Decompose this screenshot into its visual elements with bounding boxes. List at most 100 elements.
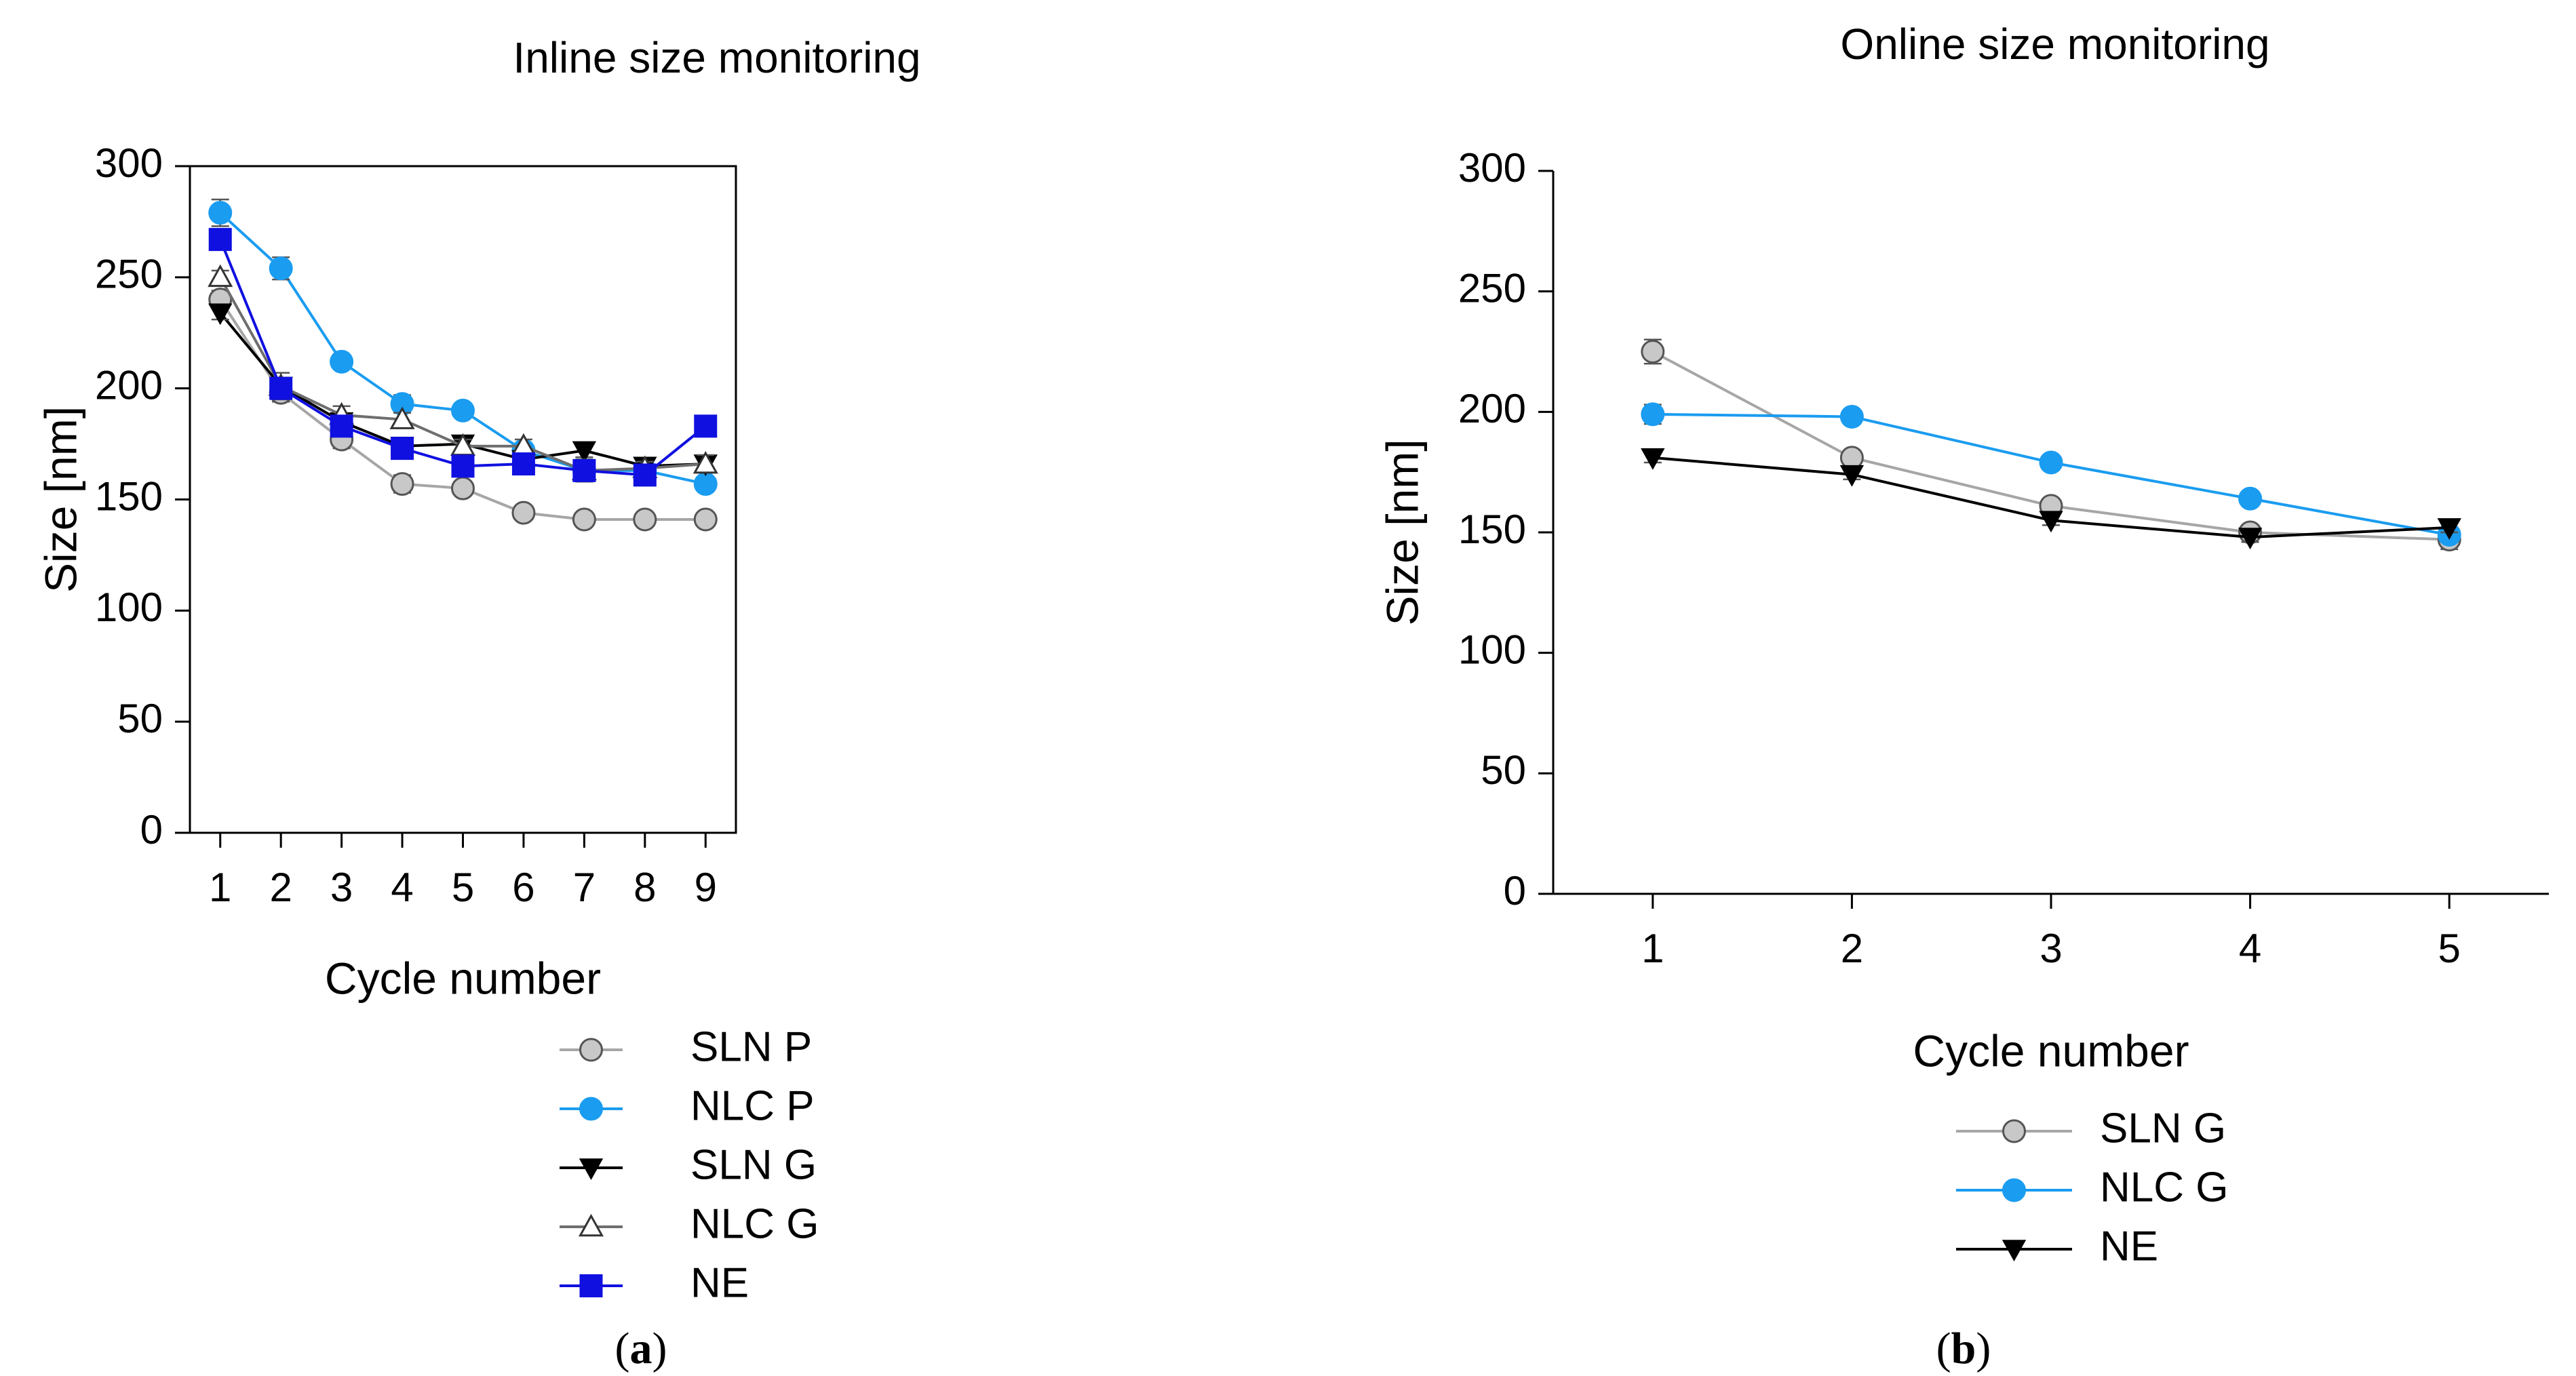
data-point (692, 450, 718, 474)
x-tick-label: 3 (330, 865, 353, 910)
series-nlc-g (208, 264, 718, 483)
y-tick-label: 250 (1458, 266, 1526, 311)
data-point (208, 201, 233, 225)
data-point (1641, 402, 1665, 427)
y-tick-label: 150 (1458, 507, 1526, 552)
panel-label: (a) (615, 1324, 667, 1373)
data-point (693, 472, 718, 496)
data-point (2238, 486, 2263, 511)
data-point (2039, 511, 2063, 533)
legend-marker (2002, 1119, 2026, 1143)
legend-label: SLN G (2100, 1105, 2226, 1152)
panel-label: (b) (1936, 1324, 1991, 1373)
y-tick-label: 0 (140, 807, 163, 852)
data-point (208, 303, 233, 326)
x-axis-label: Cycle number (1913, 1025, 2189, 1076)
data-point (1839, 404, 1864, 429)
legend-marker (579, 1274, 603, 1297)
legend-marker (2002, 1240, 2027, 1262)
series-ne (1641, 448, 2461, 550)
data-point (572, 458, 596, 482)
legend-label: NE (690, 1259, 749, 1306)
chart-title: Inline size monitoring (513, 33, 920, 82)
legend-item: SLN P (560, 1023, 812, 1070)
legend-item: NLC G (1956, 1164, 2228, 1211)
y-tick-label: 50 (1481, 747, 1526, 793)
series-ne (208, 228, 718, 487)
legend-label: NE (2100, 1223, 2158, 1270)
data-point (208, 228, 232, 252)
panel-letter: b (1951, 1324, 1976, 1373)
data-point (269, 256, 293, 281)
x-tick-label: 6 (512, 865, 534, 910)
data-point (2238, 528, 2263, 550)
y-tick-label: 300 (1458, 145, 1526, 191)
data-point (633, 507, 657, 532)
data-point (694, 414, 718, 438)
data-point (2437, 518, 2461, 540)
data-point (208, 264, 233, 288)
legend-marker (579, 1038, 603, 1062)
legend-marker (578, 1213, 604, 1237)
legend-marker (579, 1097, 603, 1121)
x-tick-label: 2 (269, 865, 292, 910)
y-tick-label: 150 (95, 473, 163, 519)
legend-item: NE (560, 1259, 749, 1306)
legend-label: NLC P (690, 1082, 815, 1129)
data-point (330, 414, 353, 438)
x-tick-label: 4 (391, 865, 413, 910)
y-tick-label: 200 (95, 363, 163, 408)
data-point (269, 376, 293, 400)
y-tick-label: 50 (117, 696, 163, 741)
y-tick-label: 300 (95, 140, 163, 186)
data-point (391, 437, 414, 460)
y-tick-label: 200 (1458, 386, 1526, 431)
x-tick-label: 1 (209, 865, 231, 910)
data-point (633, 463, 657, 487)
data-point (451, 476, 475, 500)
x-tick-label: 4 (2239, 926, 2261, 971)
legend-item: SLN G (1956, 1105, 2226, 1152)
legend-label: SLN P (690, 1023, 812, 1070)
legend-label: NLC G (2100, 1164, 2228, 1211)
data-point (1641, 340, 1665, 363)
y-axis-label: Size [nm] (1377, 439, 1427, 625)
legend-item: NE (1956, 1223, 2158, 1270)
x-tick-label: 1 (1641, 926, 1664, 971)
data-point (2039, 450, 2063, 475)
legend-item: NLC G (560, 1200, 819, 1247)
data-point (511, 452, 535, 476)
chart-title: Online size monitoring (1840, 20, 2269, 68)
panel-letter: a (630, 1324, 652, 1373)
data-point (693, 507, 718, 532)
legend-marker (2002, 1178, 2026, 1202)
y-tick-label: 100 (95, 585, 163, 630)
legend: SLN G NLC G NE (1956, 1105, 2228, 1270)
y-tick-label: 100 (1458, 627, 1526, 673)
data-point (389, 406, 415, 429)
legend-item: NLC P (560, 1082, 815, 1129)
legend-item: SLN G (560, 1141, 817, 1188)
x-tick-label: 8 (633, 865, 656, 910)
data-point (1839, 465, 1865, 487)
data-point (572, 441, 597, 463)
x-tick-label: 7 (573, 865, 596, 910)
x-tick-label: 2 (1841, 926, 1863, 971)
data-point (330, 349, 354, 374)
y-tick-label: 0 (1504, 868, 1526, 913)
x-tick-label: 5 (2438, 926, 2461, 971)
legend: SLN P NLC P SLN G NLC G NE (560, 1023, 819, 1306)
y-axis-label: Size [nm] (35, 406, 85, 593)
x-tick-label: 9 (695, 865, 717, 910)
x-tick-label: 5 (452, 865, 474, 910)
data-point (1641, 448, 1665, 470)
x-axis-label: Cycle number (325, 953, 601, 1003)
panel-b: Online size monitoring 0 50 100 150 200 250 300… (1377, 20, 2549, 1373)
legend-marker (579, 1158, 604, 1181)
data-point (451, 454, 475, 478)
data-point (390, 472, 414, 496)
y-tick-label: 250 (95, 252, 163, 297)
legend-label: SLN G (690, 1141, 817, 1188)
data-point (511, 500, 536, 525)
